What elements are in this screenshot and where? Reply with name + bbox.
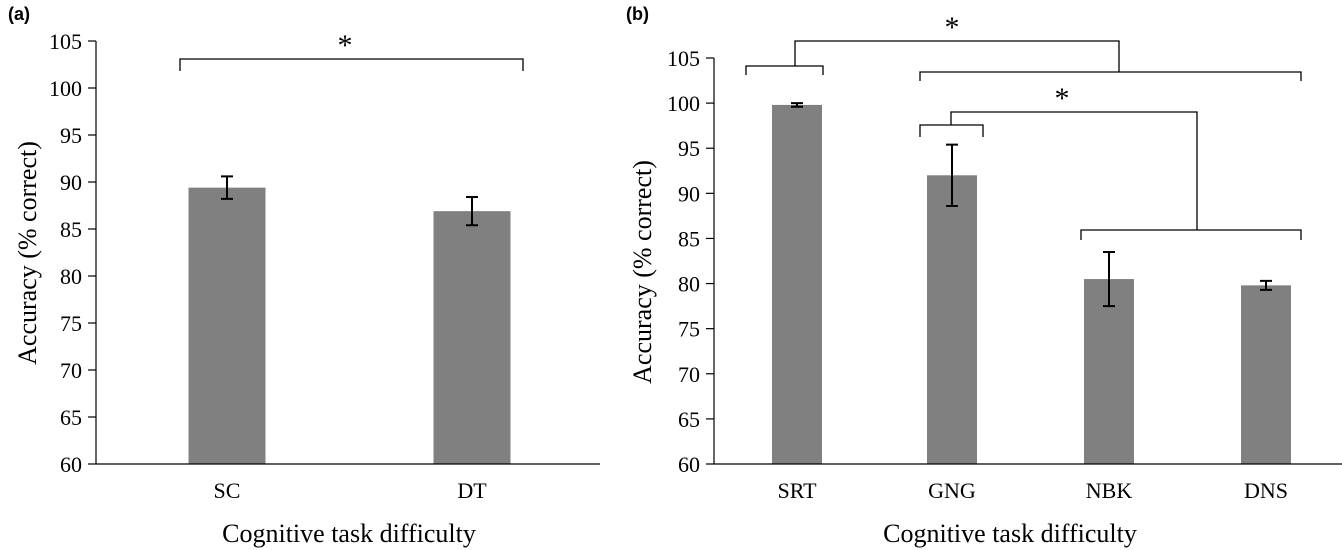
panel-b-y-tick-label: 65	[678, 407, 700, 432]
panel-a-y-tick-label: 75	[60, 311, 82, 336]
panel-a-x-ticks: SC DT	[214, 478, 488, 503]
panel-a-significance-bracket	[179, 58, 524, 71]
panel-a-label: (a)	[8, 4, 30, 24]
panel-b-bracket-mid	[950, 111, 1198, 230]
panel-b-bracket-gng	[919, 124, 984, 137]
panel-b-bars	[772, 104, 1291, 465]
panel-a-y-ticks: 60 65 70 75 80 85 90 95 100 105	[49, 29, 96, 477]
panel-a-error-bar-dt	[466, 196, 478, 227]
panel-b-y-ticks: 60 65 70 75 80 85 90 95 100 105	[667, 46, 714, 477]
panel-a-y-tick-label: 95	[60, 123, 82, 148]
panel-b-bracket-srt	[745, 65, 824, 75]
panel-a-y-tick-label: 80	[60, 264, 82, 289]
panel-b-x-tick-label: DNS	[1244, 478, 1288, 503]
panel-a-y-tick-label: 100	[49, 76, 82, 101]
panel-b-bracket-gng-dns	[919, 71, 1302, 81]
panel-b-bar-dns	[1241, 285, 1291, 464]
panel-a-y-tick-label: 105	[49, 29, 82, 54]
panel-a-x-tick-label: SC	[214, 478, 241, 503]
panel-b-label: (b)	[626, 4, 649, 24]
panel-b-y-tick-label: 95	[678, 136, 700, 161]
panel-a-y-tick-label: 85	[60, 217, 82, 242]
panel-a-bar-sc	[188, 187, 266, 464]
panel-b-y-tick-label: 80	[678, 272, 700, 297]
panel-b-significance-star-1: *	[945, 11, 960, 44]
panel-b-bar-gng	[927, 175, 977, 465]
panel-b-x-tick-label: SRT	[777, 478, 817, 503]
panel-a-error-bars	[221, 175, 478, 227]
panel-a: (a) Accuracy (% correct) Cognitive task …	[8, 4, 600, 548]
panel-b-y-tick-label: 90	[678, 181, 700, 206]
panel-b-error-bar-srt	[791, 102, 803, 108]
panel-b-bracket-top	[794, 40, 1120, 72]
panel-a-y-tick-label: 90	[60, 170, 82, 195]
panel-b-y-tick-label: 75	[678, 317, 700, 342]
panel-a-y-tick-label: 65	[60, 405, 82, 430]
panel-a-y-tick-label: 70	[60, 358, 82, 383]
panel-b-error-bars	[791, 102, 1272, 308]
panel-b-y-tick-label: 100	[667, 91, 700, 116]
panel-b-error-bar-dns	[1260, 279, 1272, 291]
panel-a-x-axis-title: Cognitive task difficulty	[222, 519, 476, 548]
panel-a-y-axis-title: Accuracy (% correct)	[13, 141, 42, 365]
panel-b-error-bar-gng	[946, 143, 958, 207]
panel-b-y-tick-label: 60	[678, 452, 700, 477]
panel-b-x-tick-label: NBK	[1086, 478, 1133, 503]
panel-b-y-axis-title: Accuracy (% correct)	[628, 160, 657, 384]
panel-b-y-tick-label: 105	[667, 46, 700, 71]
panel-b-error-bar-nbk	[1103, 250, 1115, 308]
panel-a-y-tick-label: 60	[60, 452, 82, 477]
panel-b-bar-srt	[772, 104, 822, 464]
panel-b-significance-star-2: *	[1055, 82, 1070, 115]
panel-a-bars	[188, 187, 511, 464]
panel-b-bracket-nbk-dns	[1080, 229, 1302, 240]
panel-a-error-bar-sc	[221, 175, 233, 200]
panel-b-x-tick-label: GNG	[928, 478, 976, 503]
panel-b-bar-nbk	[1084, 279, 1134, 464]
panel-b-y-tick-label: 70	[678, 362, 700, 387]
panel-a-significance-star: *	[338, 29, 353, 62]
panel-b-x-axis-title: Cognitive task difficulty	[883, 519, 1137, 548]
panel-a-x-tick-label: DT	[457, 478, 487, 503]
panel-b-y-tick-label: 85	[678, 226, 700, 251]
panel-b-x-ticks: SRT GNG NBK DNS	[777, 478, 1288, 503]
panel-b: (b) Accuracy (% correct) Cognitive task …	[626, 4, 1342, 548]
panel-a-bar-dt	[433, 211, 511, 464]
